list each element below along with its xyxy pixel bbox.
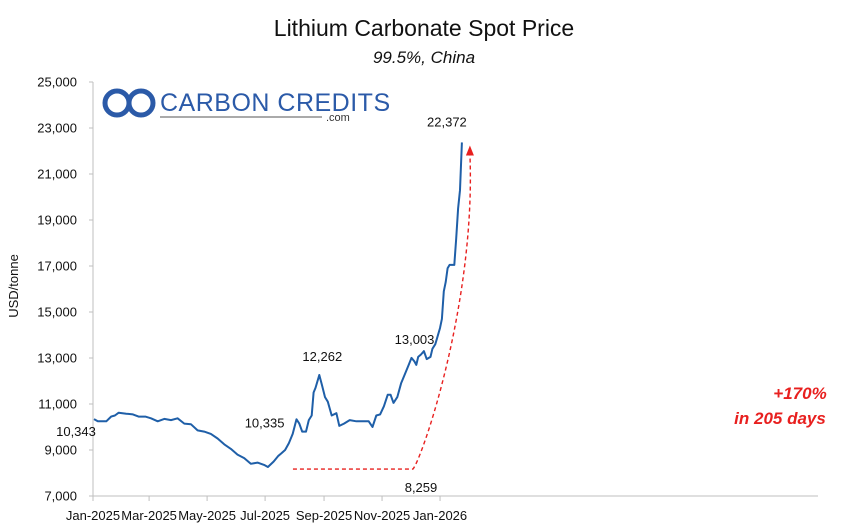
data-label: 10,343	[56, 424, 96, 439]
y-tick-label: 21,000	[37, 167, 77, 182]
data-label: 10,335	[245, 415, 285, 430]
y-tick-label: 9,000	[44, 443, 77, 458]
logo-suffix: .com	[326, 112, 350, 124]
x-tick-label: Nov-2025	[354, 508, 410, 523]
data-label: 8,259	[405, 480, 438, 495]
y-tick-label: 11,000	[38, 397, 77, 412]
growth-callout-percent: +170%	[773, 384, 826, 403]
data-label: 12,262	[302, 349, 342, 364]
x-tick-label: Sep-2025	[296, 508, 352, 523]
logo-mark-icon	[102, 88, 156, 118]
y-tick-label: 25,000	[37, 75, 77, 90]
x-tick-label: Jan-2026	[413, 508, 467, 523]
x-tick-label: Jan-2025	[66, 508, 120, 523]
x-tick-label: Jul-2025	[240, 508, 290, 523]
logo-name: CARBON CREDITS	[160, 89, 391, 117]
y-tick-label: 19,000	[37, 213, 77, 228]
series-group	[93, 142, 463, 468]
chart-subtitle: 99.5%, China	[373, 48, 475, 67]
y-tick-label: 15,000	[37, 305, 77, 320]
growth-arrow-line	[292, 154, 472, 470]
annotations-group: 10,343 8,259 10,335 12,262 13,003 22,372	[56, 114, 467, 495]
x-tick-label: Mar-2025	[121, 508, 177, 523]
callout-group: +170% in 205 days	[292, 145, 827, 470]
x-tick-label: May-2025	[178, 508, 236, 523]
tick-labels: 7,000 9,000 11,000 13,000 15,000 17,000 19,000…	[37, 75, 467, 524]
growth-callout-days: in 205 days	[734, 409, 826, 428]
data-label: 22,372	[427, 114, 467, 129]
carbon-credits-logo: CARBON CREDITS .com	[102, 88, 391, 124]
axes	[92, 82, 818, 497]
y-axis-label: USD/tonne	[6, 254, 21, 318]
arrowhead-icon	[465, 145, 474, 156]
price-series-line	[93, 142, 463, 468]
y-tick-label: 23,000	[37, 121, 77, 136]
y-tick-label: 17,000	[37, 259, 77, 274]
y-tick-label: 13,000	[37, 351, 77, 366]
y-tick-label: 7,000	[44, 489, 77, 504]
data-label: 13,003	[395, 332, 435, 347]
chart-title: Lithium Carbonate Spot Price	[274, 15, 574, 41]
